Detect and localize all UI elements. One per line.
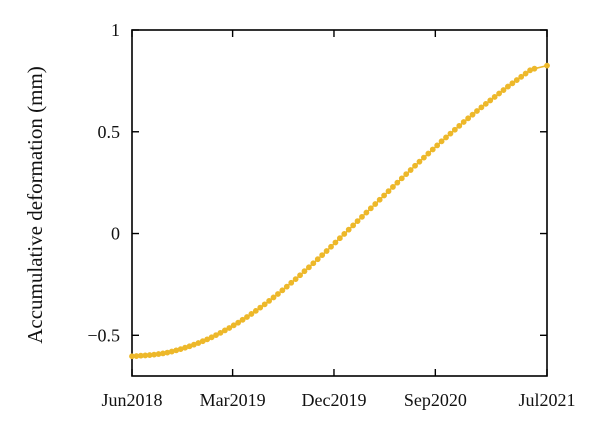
x-tick-label: Sep2020 <box>404 390 467 410</box>
data-point <box>394 179 401 186</box>
data-point <box>319 252 326 258</box>
data-point <box>509 80 516 87</box>
data-point <box>341 231 348 237</box>
data-point <box>297 272 303 279</box>
data-point <box>292 276 299 283</box>
data-point <box>372 201 379 207</box>
data-point <box>257 304 264 311</box>
data-point <box>314 256 321 263</box>
data-point <box>522 70 529 77</box>
data-point <box>447 130 454 137</box>
data-point <box>482 100 489 107</box>
data-point <box>283 283 290 290</box>
data-point <box>451 126 458 133</box>
data-point <box>496 90 502 97</box>
data-point <box>478 104 485 111</box>
data-point <box>491 94 498 100</box>
data-point <box>531 65 538 72</box>
data-point <box>513 77 520 83</box>
data-point <box>385 188 392 195</box>
data-point <box>217 329 224 336</box>
data-point <box>244 314 250 320</box>
data-point <box>279 287 286 294</box>
data-point <box>239 316 246 323</box>
series-line <box>131 64 548 358</box>
y-tick-label: −0.5 <box>87 325 120 345</box>
data-point <box>443 134 449 141</box>
y-tick-label: 0.5 <box>98 122 121 142</box>
data-point <box>332 239 339 246</box>
plot-border <box>131 29 548 377</box>
data-point <box>460 119 467 125</box>
data-point <box>270 294 277 301</box>
data-point <box>469 111 476 118</box>
data-point <box>544 62 550 69</box>
data-point <box>505 83 511 90</box>
data-point <box>350 222 357 229</box>
data-point <box>420 154 427 161</box>
data-point <box>336 235 343 242</box>
plot-frame <box>131 29 548 377</box>
data-point <box>367 205 374 212</box>
data-point <box>230 322 237 329</box>
data-point <box>354 218 361 225</box>
data-point <box>403 171 410 177</box>
data-point <box>390 184 396 190</box>
x-tick-label: Jul2021 <box>518 390 575 410</box>
y-tick-label: 0 <box>111 224 120 244</box>
data-point <box>301 268 308 275</box>
data-point <box>363 209 370 216</box>
ticks-layer: −0.5 0 0.5 1 Jun2018 Mar2019 Dec2019 Sep2020 Jul… <box>87 20 575 410</box>
data-point <box>226 325 233 331</box>
data-point <box>465 115 472 122</box>
data-point <box>235 319 242 326</box>
data-point <box>248 311 255 317</box>
data-point <box>398 175 405 182</box>
data-point <box>500 87 507 93</box>
data-point <box>407 167 414 173</box>
y-axis-label: Accumulative deformation (mm) <box>23 66 47 344</box>
data-point <box>345 226 352 233</box>
x-tick-label: Jun2018 <box>101 390 162 410</box>
data-point <box>487 97 494 104</box>
x-tick-label: Dec2019 <box>301 390 366 410</box>
data-point <box>310 260 317 267</box>
data-point <box>434 142 441 149</box>
data-point <box>252 307 259 314</box>
data-point <box>438 138 445 145</box>
data-point <box>376 196 383 203</box>
data-point <box>412 162 418 169</box>
data-point <box>266 297 272 304</box>
x-tick-label: Mar2019 <box>200 390 266 410</box>
data-point <box>275 291 281 297</box>
data-point <box>456 122 463 129</box>
y-tick-label: 1 <box>111 20 120 40</box>
data-point <box>381 192 387 199</box>
data-point <box>518 73 525 80</box>
data-point <box>323 248 330 254</box>
data-point <box>359 213 365 220</box>
data-point <box>425 150 432 157</box>
data-point <box>221 327 228 334</box>
series-layer <box>129 62 550 360</box>
data-point <box>306 264 312 271</box>
data-point <box>429 146 436 153</box>
data-point <box>474 108 480 114</box>
data-point <box>328 243 334 250</box>
data-point <box>416 158 423 165</box>
data-point <box>261 301 268 308</box>
data-point <box>288 279 295 286</box>
